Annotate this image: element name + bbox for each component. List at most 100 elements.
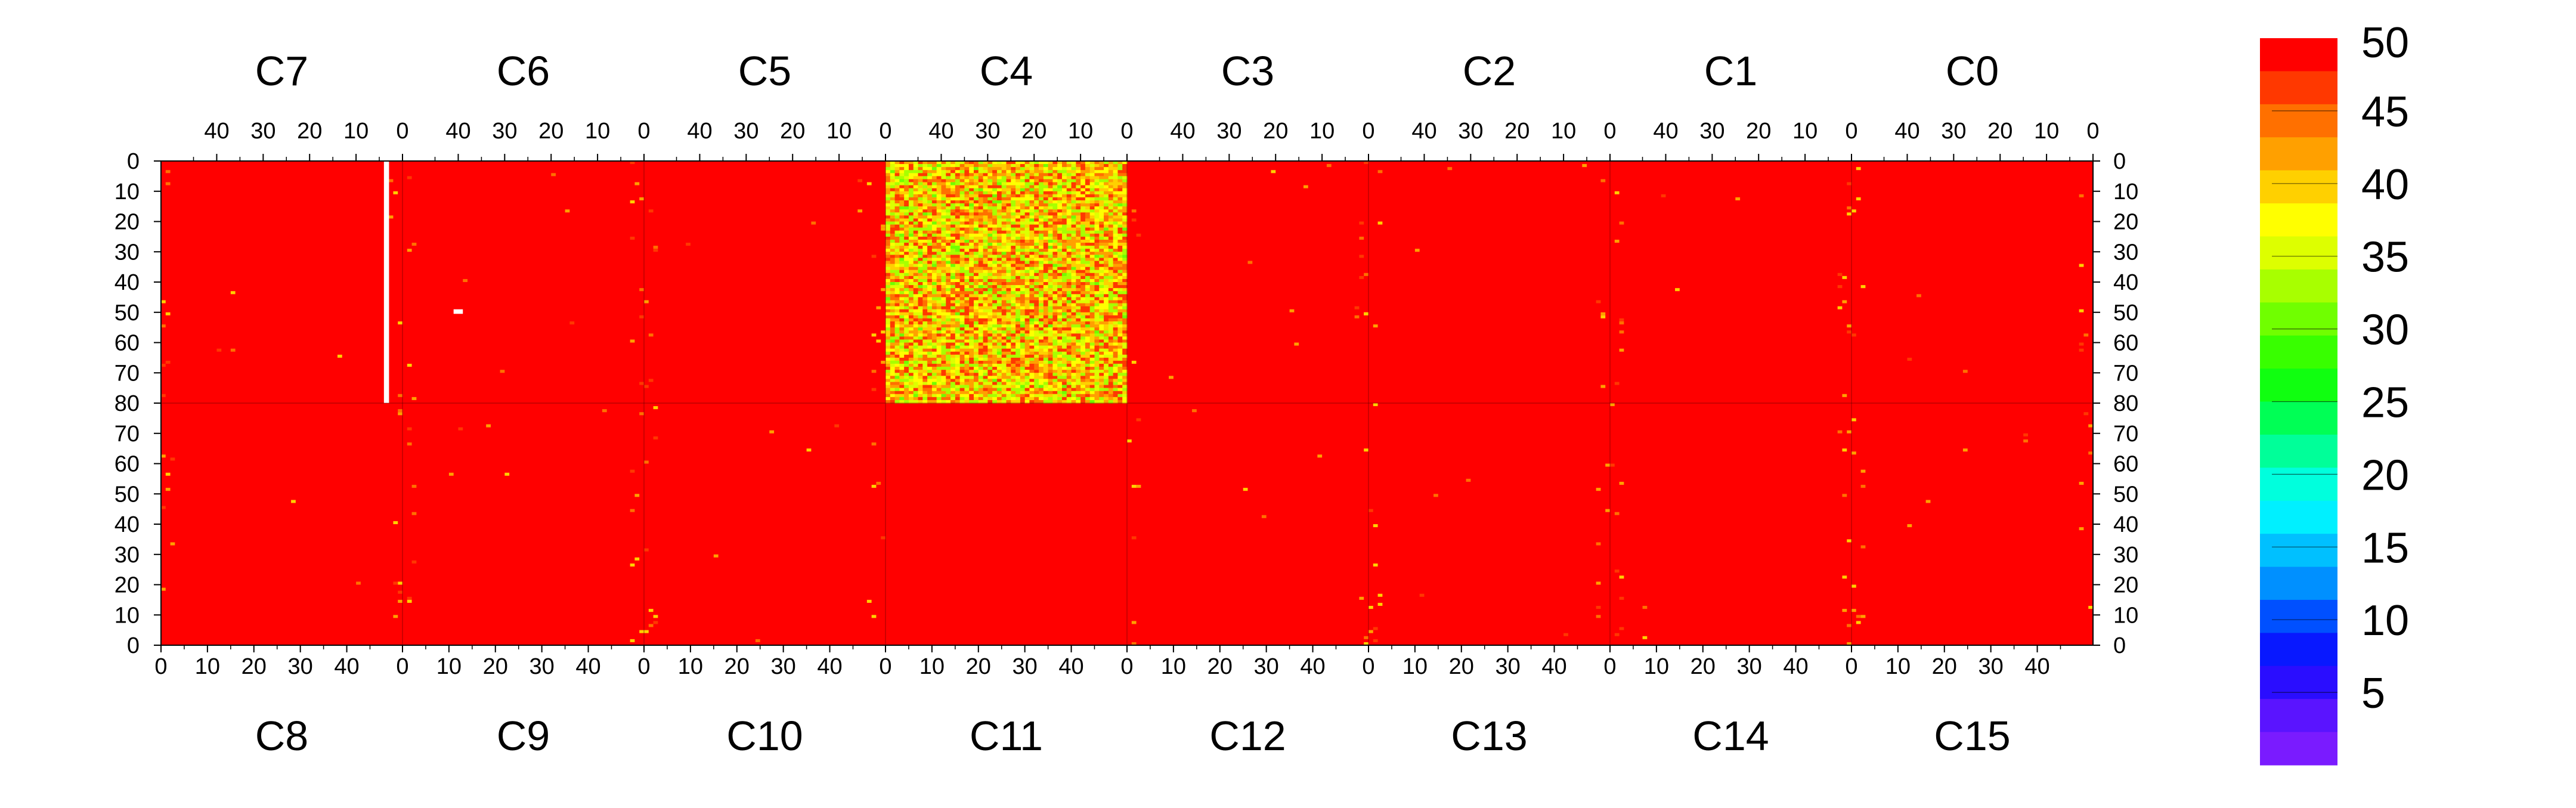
heatmap-cell [1094, 357, 1100, 361]
heatmap-cell [890, 303, 896, 307]
heatmap-cell [931, 246, 937, 249]
heatmap-cell [1029, 167, 1035, 171]
heatmap-cell [886, 300, 891, 304]
heatmap-cell [1071, 360, 1076, 364]
heatmap-cell [996, 309, 1002, 313]
heatmap-cell [973, 188, 979, 192]
heatmap-cell [936, 270, 942, 274]
heatmap-cell [1006, 348, 1011, 352]
x-tick-label-bottom: 20 [483, 654, 508, 679]
heatmap-cell [1061, 315, 1067, 319]
heatmap-cell [1076, 327, 1081, 331]
heatmap-cell [1104, 258, 1109, 262]
heatmap-cell [1104, 382, 1109, 386]
heatmap-cell [987, 273, 993, 277]
heatmap-cell [946, 173, 951, 177]
heatmap-cell [992, 318, 998, 322]
heatmap-cell [1001, 275, 1007, 280]
heatmap-cell [899, 221, 905, 225]
heatmap-cell [170, 457, 175, 461]
heatmap-cell [1085, 164, 1091, 168]
heatmap-cell [996, 206, 1002, 210]
heatmap-cell [904, 197, 909, 201]
heatmap-cell [1104, 264, 1109, 268]
heatmap-cell [936, 391, 942, 395]
heatmap-cell [1113, 264, 1119, 268]
heatmap-cell [941, 300, 946, 304]
heatmap-cell [1122, 206, 1128, 210]
heatmap-cell [1048, 327, 1053, 331]
x-tick-label-top: 10 [585, 119, 610, 144]
heatmap-cell [1089, 252, 1095, 255]
heatmap-cell [899, 246, 905, 249]
heatmap-cell [1085, 364, 1091, 367]
heatmap-cell [1122, 367, 1128, 370]
heatmap-cell [1122, 318, 1128, 322]
heatmap-cell [165, 170, 171, 174]
heatmap-cell [1085, 173, 1091, 177]
heatmap-cell [1048, 336, 1053, 340]
heatmap-cell [987, 167, 993, 171]
heatmap-cell [964, 364, 970, 367]
y-tick-label-left: 80 [114, 391, 140, 416]
heatmap-cell [904, 203, 909, 207]
heatmap-cell [1108, 345, 1114, 349]
heatmap-cell [1024, 233, 1030, 237]
x-tick-label-bottom: 10 [195, 654, 220, 679]
heatmap-cell [1089, 345, 1095, 349]
heatmap-cell [1024, 400, 1030, 404]
heatmap-cell [927, 239, 933, 243]
heatmap-cell [890, 324, 896, 328]
heatmap-cell [904, 209, 909, 213]
heatmap-cell [1029, 203, 1035, 207]
heatmap-cell [1080, 294, 1086, 298]
heatmap-cell [1117, 300, 1123, 304]
x-tick-label-bottom: 20 [1690, 654, 1716, 679]
heatmap-cell [959, 400, 965, 404]
heatmap-cell [1001, 397, 1007, 401]
heatmap-cell [1104, 224, 1109, 228]
heatmap-cell [1080, 197, 1086, 201]
heatmap-cell [946, 255, 951, 258]
heatmap-cell [946, 176, 951, 180]
heatmap-cell [1020, 261, 1026, 265]
heatmap-cell [411, 560, 417, 564]
heatmap-cell [1122, 227, 1128, 231]
heatmap-cell [922, 342, 928, 346]
heatmap-cell [1085, 385, 1091, 389]
heatmap-cell [1104, 327, 1109, 331]
heatmap-cell [931, 351, 937, 355]
heatmap-cell [886, 294, 891, 298]
heatmap-cell [913, 243, 919, 246]
heatmap-cell [1048, 273, 1053, 277]
heatmap-cell [1024, 273, 1030, 277]
heatmap-cell [1039, 345, 1044, 349]
heatmap-cell [1039, 330, 1044, 334]
heatmap-cell [1015, 258, 1021, 262]
chip-label-bottom: C11 [970, 713, 1043, 759]
heatmap-cell [1001, 230, 1007, 234]
heatmap-cell [927, 252, 933, 255]
heatmap-cell [388, 215, 394, 219]
heatmap-cell [1015, 300, 1021, 304]
heatmap-cell [973, 191, 979, 195]
heatmap-cell [886, 185, 891, 189]
heatmap-cell [931, 391, 937, 395]
heatmap-cell [653, 615, 658, 618]
heatmap-cell [946, 357, 951, 361]
heatmap-cell [908, 264, 914, 268]
heatmap-cell [1034, 218, 1039, 222]
heatmap-cell [1039, 315, 1044, 319]
heatmap-cell [931, 345, 937, 349]
heatmap-cell [964, 385, 970, 389]
heatmap-cell [894, 191, 900, 195]
heatmap-cell [955, 212, 961, 216]
heatmap-cell [950, 246, 956, 249]
heatmap-cell [886, 333, 891, 337]
heatmap-cell [1057, 221, 1063, 225]
heatmap-cell [931, 273, 937, 277]
heatmap-cell [946, 182, 951, 186]
heatmap-cell [1085, 270, 1091, 274]
heatmap-cell [964, 278, 970, 283]
heatmap-cell [1066, 261, 1072, 265]
